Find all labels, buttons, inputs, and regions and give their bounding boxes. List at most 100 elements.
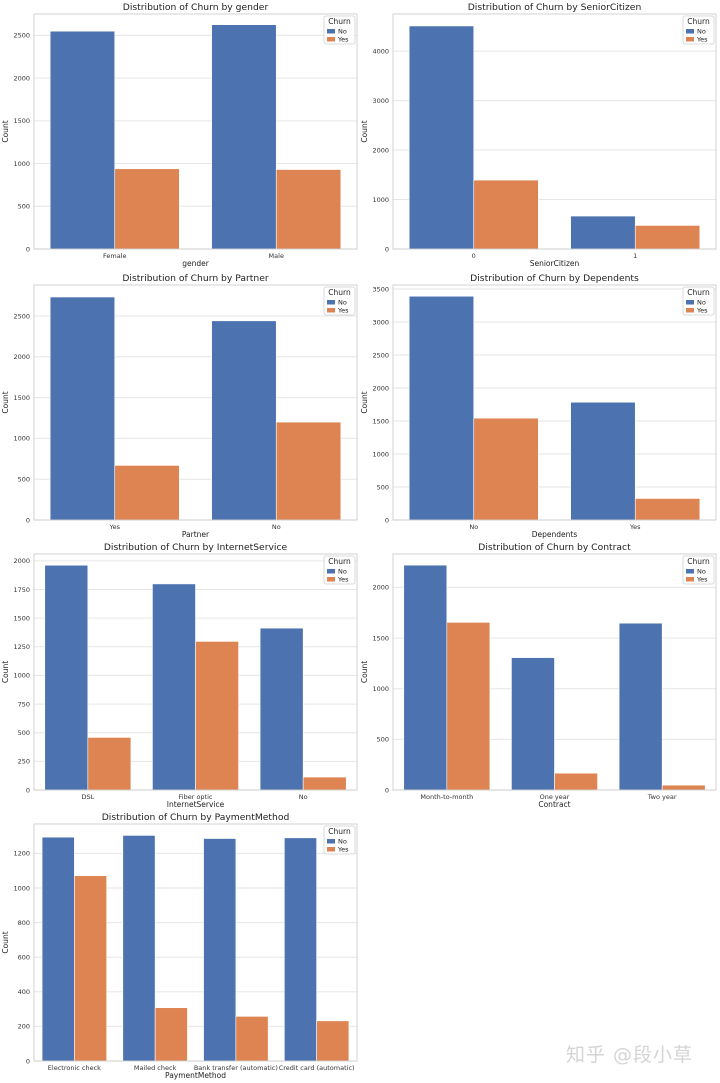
y-tick-label: 500: [18, 729, 30, 737]
legend-label-no: No: [338, 299, 347, 307]
y-axis-label: Count: [360, 120, 369, 142]
bar-yes-female: [114, 168, 180, 250]
x-tick-label: Two year: [647, 793, 677, 801]
legend-title: Churn: [687, 17, 710, 26]
legend-label-no: No: [697, 28, 706, 36]
x-axis-label: Partner: [182, 530, 210, 539]
legend-swatch-no: [327, 839, 335, 844]
y-tick-label: 2500: [372, 351, 389, 359]
y-tick-label: 750: [18, 700, 30, 708]
bar-yes-0: [473, 179, 539, 250]
bar-no-bank-transfer-automatic-: [203, 838, 237, 1062]
legend-swatch-no: [686, 29, 694, 34]
y-tick-label: 0: [385, 786, 389, 794]
legend-swatch-yes: [686, 37, 694, 42]
bar-yes-month-to-month: [446, 622, 491, 791]
bar-no-mailed-check: [122, 835, 156, 1062]
bar-no-credit-card-automatic-: [284, 837, 317, 1062]
y-tick-label: 2000: [13, 74, 30, 82]
x-tick-label: No: [469, 523, 478, 531]
y-tick-label: 800: [18, 919, 30, 927]
x-axis-label: SeniorCitizen: [530, 259, 580, 268]
y-axis-label: Count: [1, 661, 10, 683]
y-tick-label: 1750: [13, 586, 30, 594]
y-tick-label: 600: [18, 954, 30, 962]
y-tick-label: 500: [377, 736, 389, 744]
plot-frame: [392, 284, 717, 521]
bar-yes-mailed-check: [154, 1007, 188, 1062]
legend-swatch-yes: [327, 308, 335, 313]
bar-no-no: [211, 320, 277, 521]
y-tick-label: 3500: [372, 285, 389, 293]
legend-title: Churn: [687, 288, 710, 297]
y-tick-label: 0: [26, 245, 30, 253]
y-tick-label: 1000: [372, 685, 389, 693]
legend-swatch-no: [686, 300, 694, 305]
legend-label-no: No: [697, 568, 706, 576]
y-tick-label: 500: [377, 483, 389, 491]
x-tick-label: Male: [269, 252, 284, 260]
x-tick-label: Yes: [109, 523, 121, 531]
x-tick-label: 0: [472, 252, 476, 260]
legend-swatch-no: [327, 29, 335, 34]
y-tick-label: 1500: [372, 634, 389, 642]
x-axis-label: Contract: [538, 800, 570, 809]
x-tick-label: Electronic check: [48, 1064, 101, 1072]
y-tick-label: 4000: [372, 47, 389, 55]
legend-swatch-yes: [327, 577, 335, 582]
y-axis-label: Count: [1, 931, 10, 953]
legend-swatch-yes: [686, 577, 694, 582]
y-tick-label: 2000: [372, 384, 389, 392]
bar-no-male: [211, 24, 277, 250]
legend-label-yes: Yes: [337, 846, 349, 854]
y-tick-label: 3000: [372, 97, 389, 105]
x-axis-label: PaymentMethod: [165, 1071, 226, 1080]
chart-title: Distribution of Churn by SeniorCitizen: [468, 2, 642, 13]
x-tick-label: Mailed check: [134, 1064, 177, 1072]
y-axis-label: Count: [360, 391, 369, 413]
legend-swatch-no: [327, 569, 335, 574]
y-tick-label: 500: [18, 203, 30, 211]
y-tick-label: 1000: [372, 196, 389, 204]
y-tick-label: 1500: [13, 394, 30, 402]
legend-swatch-no: [686, 569, 694, 574]
bar-yes-no: [473, 417, 539, 521]
x-tick-label: One year: [540, 793, 570, 801]
bar-yes-no: [275, 421, 342, 521]
y-tick-label: 2500: [13, 32, 30, 40]
y-axis-label: Count: [1, 120, 10, 142]
bar-yes-yes: [114, 465, 180, 521]
x-tick-label: Yes: [629, 523, 641, 531]
y-tick-label: 0: [385, 245, 389, 253]
legend-label-no: No: [697, 299, 706, 307]
legend-label-yes: Yes: [337, 307, 349, 315]
x-tick-label: Female: [103, 252, 127, 260]
legend-swatch-yes: [327, 847, 335, 852]
y-tick-label: 2000: [372, 146, 389, 154]
legend-label-yes: Yes: [696, 307, 708, 315]
legend-label-yes: Yes: [337, 576, 349, 584]
x-tick-label: No: [272, 523, 281, 531]
x-axis-label: Dependents: [532, 530, 578, 539]
y-tick-label: 3000: [372, 318, 389, 326]
x-axis-label: gender: [182, 259, 210, 268]
chart-title: Distribution of Churn by Contract: [478, 542, 631, 553]
plot-frame: [33, 13, 358, 250]
bar-no-fiber-optic: [152, 583, 196, 791]
chart-title: Distribution of Churn by PaymentMethod: [102, 812, 290, 823]
bar-yes-male: [275, 169, 342, 250]
bar-yes-bank-transfer-automatic-: [235, 1016, 269, 1062]
legend-swatch-yes: [686, 308, 694, 313]
chart-title: Distribution of Churn by Partner: [122, 273, 269, 284]
bar-no-female: [49, 30, 116, 250]
y-tick-label: 1500: [372, 417, 389, 425]
chart-title: Distribution of Churn by Dependents: [470, 273, 639, 284]
y-tick-label: 1000: [372, 450, 389, 458]
y-tick-label: 0: [385, 516, 389, 524]
x-tick-label: Month-to-month: [420, 793, 473, 801]
